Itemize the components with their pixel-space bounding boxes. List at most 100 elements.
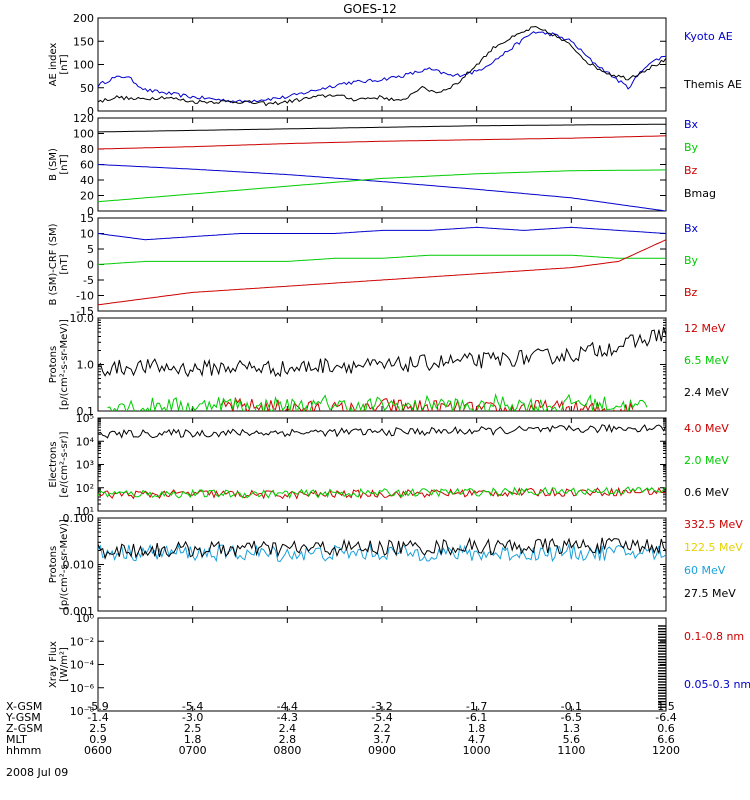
series-group	[98, 226, 666, 306]
date-label: 2008 Jul 09	[6, 766, 68, 779]
ephemeris-value: -0.1	[561, 700, 582, 713]
ephemeris-value: 2.2	[373, 722, 391, 735]
y-axis-label: Xray Flux[W/m²]	[48, 641, 70, 688]
y-tick-label: 0.100	[63, 512, 95, 525]
y-tick-label: 15	[80, 212, 94, 225]
y-tick-label: 80	[80, 143, 94, 156]
ephemeris-row-label: Z-GSM	[6, 722, 43, 735]
y-tick-label: 10³	[76, 459, 94, 472]
ephemeris-value: -6.4	[655, 711, 676, 724]
legend-332-5-mev: 332.5 MeV	[684, 518, 743, 531]
y-axis-label: Protons[p/(cm²-s-sr-MeV)]	[48, 319, 70, 410]
ephemeris-value: 0.6	[657, 722, 675, 735]
y-tick-label: 0	[87, 259, 94, 272]
legend-2-0-mev: 2.0 MeV	[684, 454, 729, 467]
series-line-by	[98, 254, 666, 265]
ephemeris-value: 2.8	[279, 733, 297, 746]
y-tick-label: 0	[87, 205, 94, 218]
y-tick-label: 50	[80, 82, 94, 95]
panel-protons_high: 0.001 0.010 0.100Protons[p/(cm²-s-sr-MeV)]…	[48, 512, 743, 618]
series-line-by	[98, 169, 666, 203]
ephemeris-value: 5.6	[563, 733, 581, 746]
ephemeris-value: -6.5	[561, 711, 582, 724]
y-tick-label: 10	[80, 228, 94, 241]
panel-xray: 10⁻⁸ 10⁻⁶ 10⁻⁴ 10⁻² 10⁰ Xray Flux[W/m²] 0.1-0.…	[48, 612, 750, 718]
y-tick-label: 1.0	[77, 359, 95, 372]
y-axis-label: AE index[nT]	[48, 43, 70, 87]
legend-60-mev: 60 MeV	[684, 564, 726, 577]
legend-bmag: Bmag	[684, 187, 716, 200]
legend-bx: Bx	[684, 118, 699, 131]
ephemeris-value: -4.4	[277, 700, 298, 713]
y-tick-label: 120	[73, 112, 94, 125]
y-tick-label: 10⁵	[76, 412, 94, 425]
series-line-0-6-mev	[98, 423, 666, 439]
ephemeris-value: -3.2	[371, 700, 392, 713]
series-line-6-5-mev	[107, 392, 648, 411]
series-line-bx	[98, 164, 666, 211]
legend-12-mev: 12 MeV	[684, 322, 726, 335]
ephemeris-table: X-GSM -5.9 -5.4 -4.4 -3.2 -1.7 -0.1 1.5 Y-GSM -1.…	[5, 700, 680, 757]
ephemeris-value: 1100	[557, 744, 585, 757]
ephemeris-value: 0600	[84, 744, 112, 757]
ephemeris-value: 0900	[368, 744, 396, 757]
y-tick-label: 40	[80, 174, 94, 187]
y-tick-label: 100	[73, 128, 94, 141]
legend-kyoto-ae: Kyoto AE	[684, 30, 733, 43]
legend-4-0-mev: 4.0 MeV	[684, 422, 729, 435]
ephemeris-value: 2.4	[279, 722, 297, 735]
y-tick-label: -10	[76, 290, 94, 303]
series-group	[98, 326, 666, 411]
ephemeris-value: 1.3	[563, 722, 581, 735]
ephemeris-value: 1200	[652, 744, 680, 757]
panel-frame	[97, 517, 667, 612]
ephemeris-value: -5.4	[182, 700, 203, 713]
y-axis-label: Protons[p/(cm²-s-sr-MeV)]	[48, 519, 70, 610]
chart-title: GOES-12	[343, 2, 397, 16]
series-line-kyoto-ae	[98, 31, 666, 104]
y-axis-label: Electrons[e/(cm²-s-sr)]	[48, 431, 70, 497]
ephemeris-row-label: hhmm	[6, 744, 41, 757]
legend-0-05-0-3-nm: 0.05-0.3 nm	[684, 678, 750, 691]
series-group	[98, 25, 666, 107]
y-tick-label: 150	[73, 35, 94, 48]
y-tick-label: 10⁻²	[70, 635, 94, 648]
series-line-themis-ae	[98, 25, 666, 107]
ephemeris-row-label: X-GSM	[6, 700, 42, 713]
ephemeris-value: 6.6	[657, 733, 675, 746]
y-tick-label: 0.010	[63, 559, 95, 572]
legend-bz: Bz	[684, 286, 698, 299]
y-tick-label: 200	[73, 12, 94, 25]
panel-ae: 0 50 100 150 200 AE index[nT] Kyoto AE Themis A…	[48, 12, 742, 118]
series-line-bx	[98, 226, 666, 241]
y-tick-label: 10⁻⁴	[70, 659, 95, 672]
y-tick-label: 5	[87, 243, 94, 256]
series-line-bmag	[98, 123, 666, 133]
legend-by: By	[684, 141, 699, 154]
series-group	[98, 423, 666, 500]
legend-bz: Bz	[684, 164, 698, 177]
ephemeris-value: -3.0	[182, 711, 203, 724]
series-line-27-5-mev	[98, 537, 666, 560]
series-line-bz	[98, 135, 666, 150]
ephemeris-value: 0800	[273, 744, 301, 757]
ephemeris-value: -6.1	[466, 711, 487, 724]
ephemeris-value: 2.5	[89, 722, 107, 735]
series-group	[98, 537, 666, 563]
series-group	[98, 123, 666, 211]
ephemeris-value: 1.5	[657, 700, 675, 713]
legend-27-5-mev: 27.5 MeV	[684, 587, 736, 600]
ephemeris-value: 0700	[179, 744, 207, 757]
panel-frame	[97, 217, 667, 312]
ephemeris-value: -5.9	[87, 700, 108, 713]
y-axis-label: B (SM)[nT]	[48, 148, 70, 181]
ephemeris-value: -4.3	[277, 711, 298, 724]
y-tick-label: 60	[80, 159, 94, 172]
y-tick-label: 20	[80, 190, 94, 203]
legend-by: By	[684, 254, 699, 267]
y-tick-label: 10⁻⁸	[70, 705, 95, 718]
legend-0-6-mev: 0.6 MeV	[684, 486, 729, 499]
legend-6-5-mev: 6.5 MeV	[684, 354, 729, 367]
